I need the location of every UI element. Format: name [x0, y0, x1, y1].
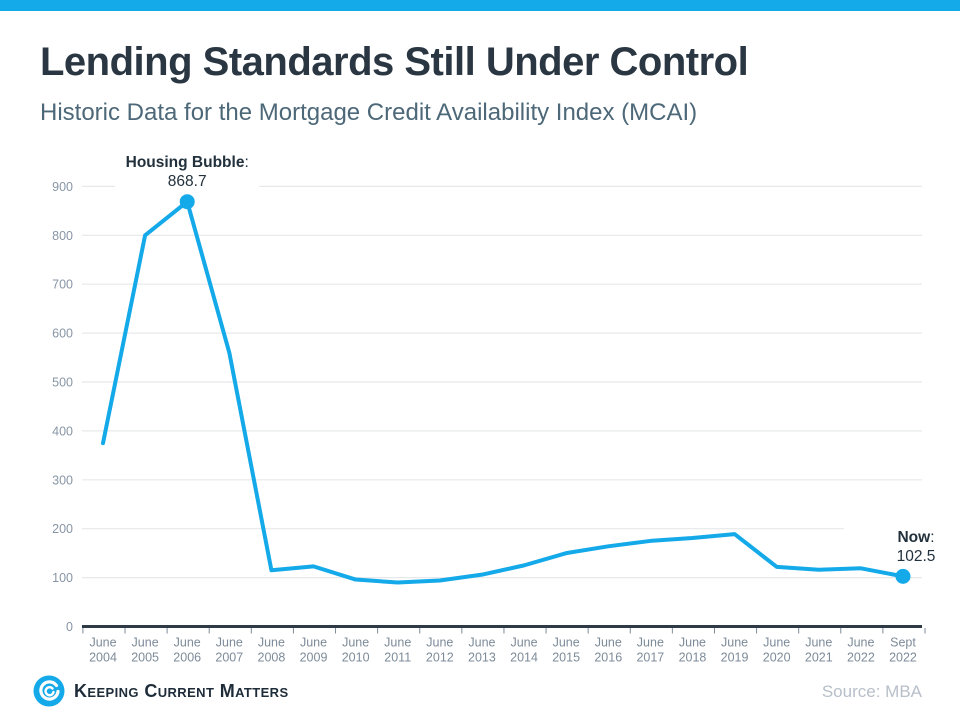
- y-axis-tick-label: 300: [52, 473, 73, 487]
- page-subtitle: Historic Data for the Mortgage Credit Av…: [40, 99, 698, 126]
- kcm-logo-text: Keeping Current Matters: [74, 681, 289, 701]
- x-axis-tick-label: June 2014: [510, 636, 538, 665]
- kcm-logo-icon: [33, 675, 65, 707]
- annotation-label: Now:: [897, 529, 934, 546]
- x-axis-tick-label: June 2009: [300, 636, 328, 665]
- annotation-value: 868.7: [168, 173, 207, 190]
- y-axis-tick-label: 200: [52, 522, 73, 536]
- mcai-data-line: [101, 199, 905, 585]
- x-axis-tick-label: June 2013: [468, 636, 496, 665]
- x-axis-tick-label: June 2007: [215, 636, 243, 665]
- x-axis-tick-label: June 2022: [847, 636, 875, 665]
- x-axis-tick-label: June 2005: [131, 636, 159, 665]
- x-axis-tick-label: June 2008: [258, 636, 286, 665]
- annotation-label: Housing Bubble:: [126, 154, 249, 171]
- x-axis-tick-label: June 2015: [552, 636, 580, 665]
- x-axis-tick-label: June 2019: [721, 636, 749, 665]
- data-point-marker: [895, 568, 911, 584]
- y-axis-tick-label: 600: [52, 327, 73, 341]
- annotation-backplate: [843, 527, 960, 568]
- x-axis-tick-label: June 2010: [342, 636, 370, 665]
- y-axis-tick-label: 400: [52, 424, 73, 438]
- top-accent-bar: [0, 0, 960, 11]
- x-axis-tick-label: Sept 2022: [889, 636, 917, 665]
- x-axis-tick-label: June 2006: [173, 636, 201, 665]
- x-axis-tick-label: June 2004: [89, 636, 117, 665]
- x-axis-tick-label: June 2012: [426, 636, 454, 665]
- y-axis-tick-label: 900: [52, 180, 73, 194]
- y-axis-tick-label: 700: [52, 278, 73, 292]
- annotation-value: 102.5: [897, 548, 936, 565]
- x-axis-tick-label: June 2021: [805, 636, 833, 665]
- y-axis-tick-label: 100: [52, 571, 73, 585]
- source-attribution: Source: MBA: [821, 682, 922, 701]
- x-axis-tick-label: June 2018: [679, 636, 707, 665]
- annotation-backplate: [115, 152, 260, 193]
- x-axis-tick-label: June 2020: [763, 636, 791, 665]
- x-axis-tick-label: June 2011: [384, 636, 411, 665]
- mcai-line-chart: 0 100 200 300 400 500 600 700 800 900 June 2004 June…: [52, 152, 960, 665]
- x-axis-tick-label: June 2016: [594, 636, 622, 665]
- kcm-logo: Keeping Current Matters: [32, 674, 289, 708]
- x-axis-tick-label: June 2017: [636, 636, 664, 665]
- y-axis-tick-label: 800: [52, 229, 73, 243]
- y-axis-tick-label: 0: [66, 620, 73, 634]
- y-axis-tick-label: 500: [52, 376, 73, 390]
- data-point-marker: [179, 194, 195, 210]
- page-title: Lending Standards Still Under Control: [40, 40, 749, 84]
